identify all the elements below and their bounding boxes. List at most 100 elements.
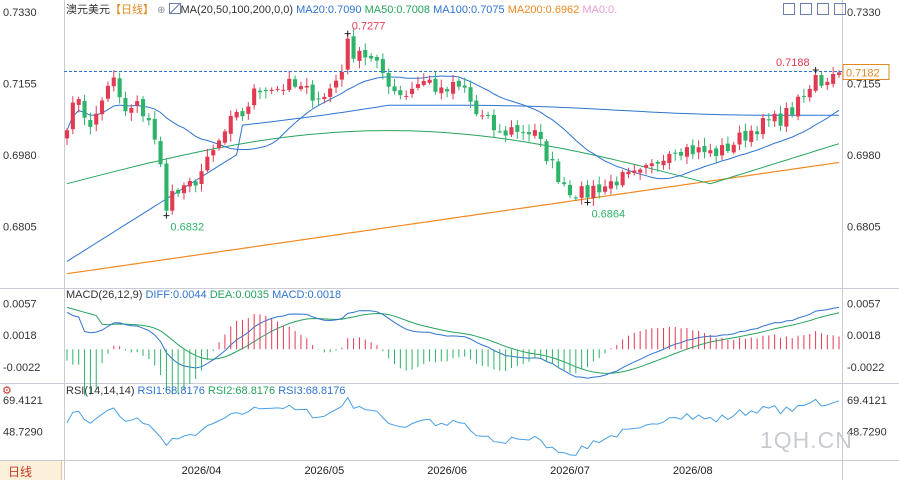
candle-body [760,118,765,135]
candle-body [585,185,590,198]
candle-body [667,153,672,163]
zoom-in-icon[interactable] [783,3,795,15]
candle-body [579,186,584,198]
candle-body [720,145,725,156]
zoom-out-icon[interactable] [800,3,812,15]
candle-body [123,98,128,112]
candle-body [456,80,461,87]
macd-tick-left: 0.0057 [3,298,37,310]
candle-body [790,107,795,115]
price-tick-left: 0.6980 [3,150,37,162]
candle-body [129,108,134,113]
candle-body [135,101,140,106]
ma-settings-icon[interactable]: ⊕ [157,5,166,16]
extreme-marker [344,30,351,37]
macd-header: MACD(26,12,9) DIFF:0.0044 DEA:0.0035 MAC… [66,289,341,301]
current-price-label: 0.7182 [846,68,880,80]
rsi2-value: RSI2:68.8176 [207,385,276,397]
candle-body [88,120,93,127]
candle-body [784,108,789,127]
rsi-settings-icon[interactable]: ⚙ [2,385,12,397]
candle-body [176,189,181,194]
price-tick-right: 0.7330 [847,7,881,19]
candle-body [281,89,286,91]
candle-body [714,148,719,157]
macd-title: MACD(26,12,9) [66,289,143,301]
candle-body [673,152,678,154]
candle-body [187,181,192,187]
candle-body [76,99,81,105]
extreme-marker [812,67,819,74]
candle-body [556,161,561,183]
candle-body [287,78,292,90]
candle-body [164,163,169,211]
candle-body [451,82,456,94]
candle-body [486,115,491,116]
candle-body [837,72,842,75]
rsi1-value: RSI1:68.8176 [137,385,205,397]
candle-body [702,146,707,153]
candle-body [562,182,567,185]
period-tag[interactable]: 【日线】 [110,4,154,16]
candle-body [181,185,186,194]
candle-body [474,100,479,115]
period-button[interactable]: 日线 [0,461,62,480]
diff-line [66,306,840,379]
ma20-value: MA20:0.7090 [296,4,362,16]
rsi3-value: RSI3:68.8176 [278,385,346,397]
candle-body [322,96,327,99]
candle-body [497,131,502,133]
x-axis-date: 2026/07 [550,465,590,477]
price-tick-right: 0.7155 [847,79,881,91]
candle-body [269,89,274,91]
candle-body [638,169,643,173]
candle-body [345,38,350,70]
candle-body [439,87,444,94]
candle-body [275,88,280,90]
candle-body [433,78,438,92]
candle-body [240,111,245,117]
candle-body [778,113,783,126]
macd-dea-value: DEA:0.0035 [209,289,270,301]
candle-body [228,116,233,134]
candle-body [614,181,619,186]
fullscreen-icon[interactable] [817,3,829,15]
ma50-value: MA50:0.7008 [364,4,431,16]
candle-body [509,127,514,135]
candle-body [755,131,760,135]
candle-body [515,125,520,132]
settings-icon[interactable] [834,3,846,15]
candle-body [527,132,532,135]
candle-body [141,99,146,117]
macd-tick-left: -0.0022 [3,362,40,374]
candle-body [70,102,75,130]
candle-body [310,84,315,101]
candle-body [690,145,695,155]
candle-body [684,147,689,157]
macd-macd-value: MACD:0.0018 [272,289,342,301]
macd-diff-value: DIFF:0.0044 [145,289,207,301]
candle-body [825,81,830,86]
candle-body [211,150,216,156]
candle-body [480,115,485,117]
candle-body [603,186,608,192]
extreme-marker [584,199,591,206]
candle-body [170,191,175,211]
candle-body [597,184,602,193]
rsi-line [66,396,840,456]
candle-body [404,95,409,97]
extreme-marker [163,212,170,219]
candle-body [304,85,309,88]
candle-body [573,197,578,199]
price-tick-right: 0.6980 [847,150,881,162]
ma-chart-icon[interactable] [168,3,181,14]
candle-body [357,50,362,61]
macd-tick-right: 0.0018 [847,330,881,342]
candle-body [427,79,432,83]
candle-body [819,75,824,86]
low-annotation: 0.6832 [170,222,204,234]
rsi-tick-right: 48.7290 [847,426,887,438]
candle-body [100,100,105,115]
candle-body [538,131,543,139]
